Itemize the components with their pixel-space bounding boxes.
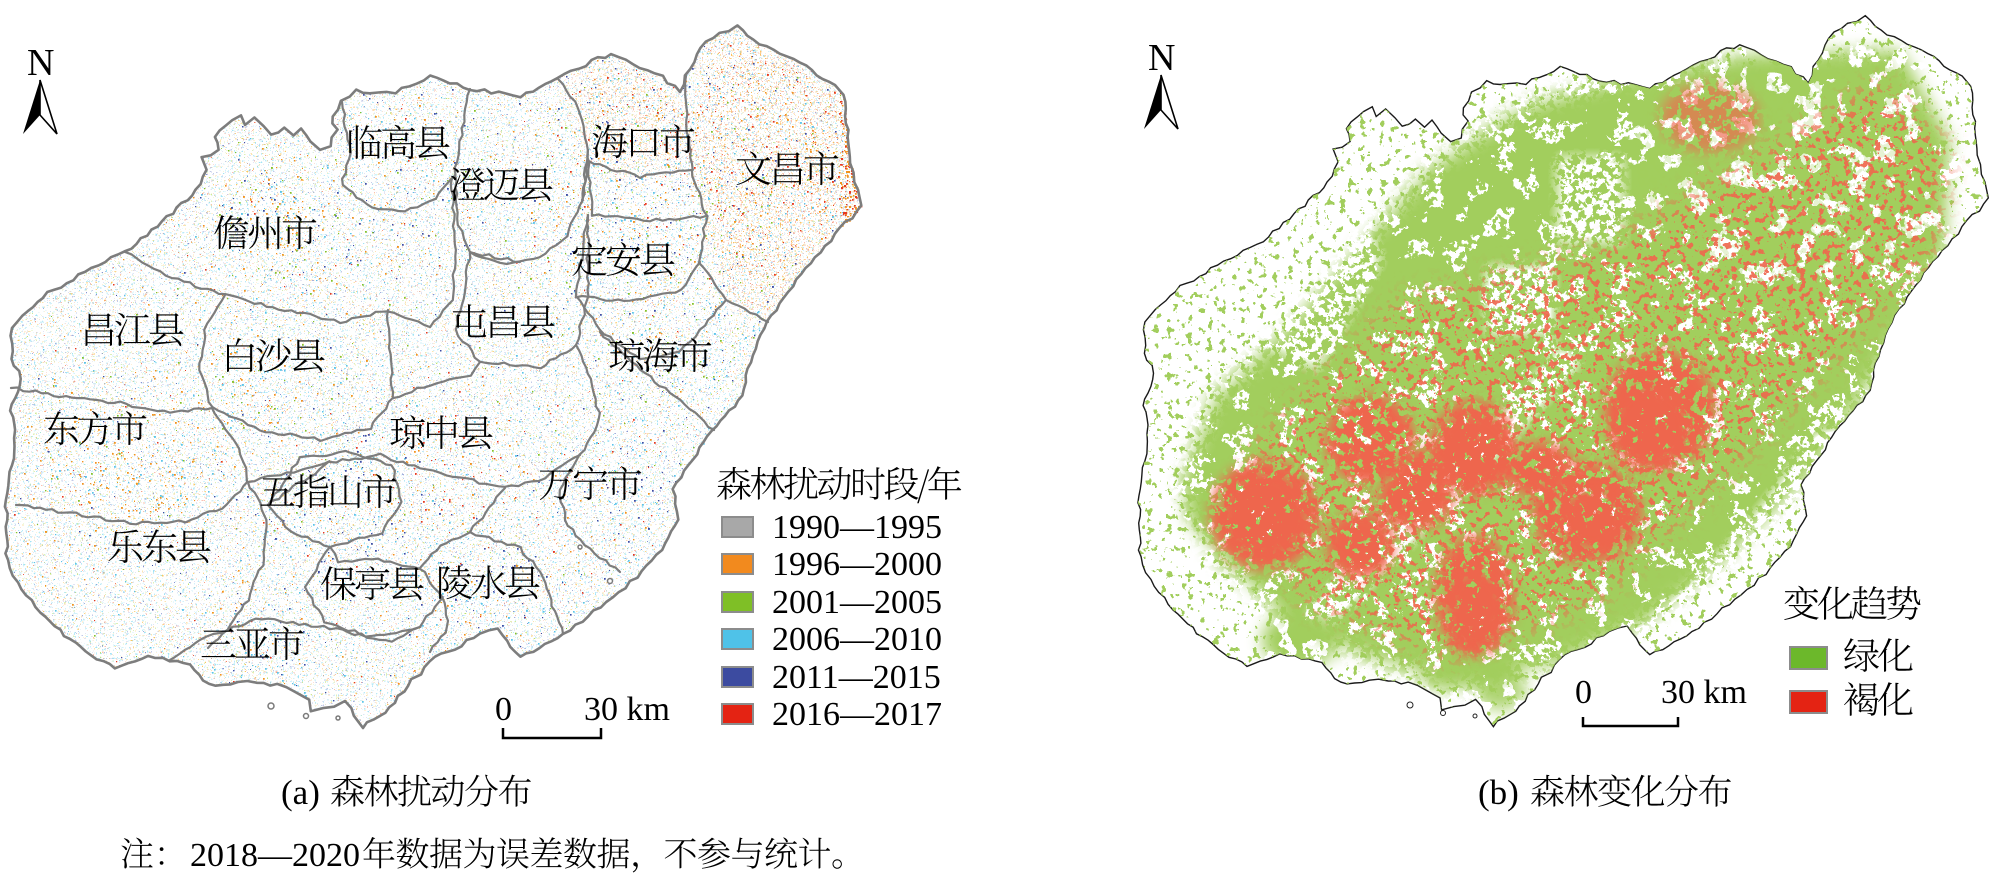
svg-text:30 km: 30 km bbox=[1661, 674, 1747, 711]
svg-text:2006—2010: 2006—2010 bbox=[772, 621, 942, 658]
svg-text:(a): (a) bbox=[281, 773, 320, 812]
svg-text:2018—2020: 2018—2020 bbox=[190, 837, 360, 874]
svg-text:2016—2017: 2016—2017 bbox=[772, 696, 942, 733]
svg-text:N: N bbox=[27, 42, 54, 84]
svg-text:1990—1995: 1990—1995 bbox=[772, 509, 942, 546]
svg-text:(b): (b) bbox=[1478, 773, 1519, 812]
svg-text:1996—2000: 1996—2000 bbox=[772, 546, 942, 583]
svg-text:30 km: 30 km bbox=[584, 691, 670, 728]
svg-text:2011—2015: 2011—2015 bbox=[772, 659, 941, 696]
svg-text:0: 0 bbox=[495, 691, 512, 728]
svg-text:N: N bbox=[1148, 37, 1175, 79]
svg-text:2001—2005: 2001—2005 bbox=[772, 584, 942, 621]
svg-text:0: 0 bbox=[1575, 674, 1592, 711]
